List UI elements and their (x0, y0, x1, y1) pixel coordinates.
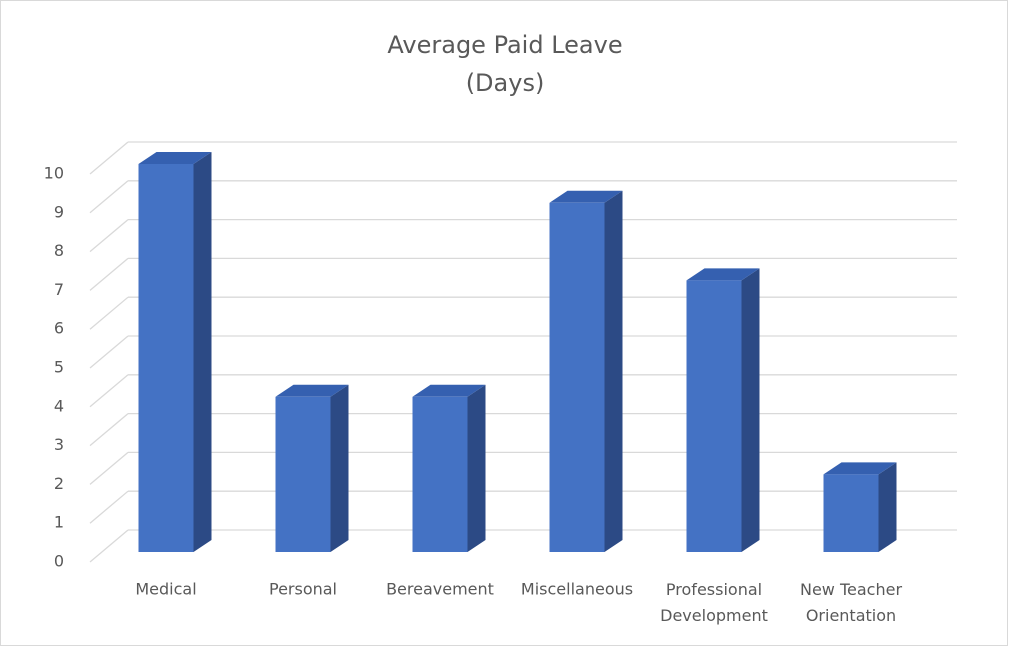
grid-line (89, 529, 129, 563)
bar (138, 164, 194, 552)
y-tick-label: 5 (54, 358, 64, 377)
y-tick-label: 7 (54, 280, 64, 299)
chart-subtitle: (Days) (466, 69, 545, 97)
bar-top (412, 384, 486, 397)
grid-line (89, 141, 129, 175)
x-tick-label: Bereavement (386, 580, 494, 599)
bar-side (467, 384, 486, 552)
y-tick-label: 9 (54, 202, 64, 221)
bar-side (878, 462, 897, 552)
grid-line (89, 413, 129, 447)
grid-line (89, 335, 129, 369)
grid-line (89, 451, 129, 485)
y-tick-label: 4 (54, 396, 64, 415)
grid-line (89, 296, 129, 330)
bar (412, 396, 468, 552)
y-tick-label: 2 (54, 474, 64, 493)
y-tick-label: 10 (44, 164, 64, 183)
bar-side (193, 152, 212, 552)
bar (823, 474, 879, 552)
y-tick-label: 6 (54, 319, 64, 338)
y-tick-label: 0 (54, 552, 64, 571)
y-tick-label: 8 (54, 241, 64, 260)
chart-title: Average Paid Leave (387, 31, 622, 59)
bar-top (823, 462, 897, 475)
bar (275, 396, 331, 552)
grid-line (89, 490, 129, 524)
x-tick-label: New Teacher Orientation (800, 580, 902, 625)
y-tick-label: 3 (54, 435, 64, 454)
x-tick-label: Personal (269, 580, 337, 599)
x-tick-label: Miscellaneous (521, 580, 633, 599)
x-tick-label: Professional Development (660, 580, 768, 625)
grid-line (89, 257, 129, 291)
bar (686, 280, 742, 552)
bar-top (686, 268, 760, 281)
bar-side (741, 268, 760, 552)
bar-top (138, 152, 212, 164)
grid-line (89, 219, 129, 253)
bar-side (604, 190, 623, 553)
bar (549, 202, 605, 553)
x-tick-label: Medical (135, 580, 196, 599)
bar-top (549, 190, 623, 203)
bar-side (330, 384, 349, 552)
bar-top (275, 384, 349, 397)
y-tick-label: 1 (54, 513, 64, 532)
grid-line (89, 374, 129, 408)
grid-line (89, 180, 129, 214)
